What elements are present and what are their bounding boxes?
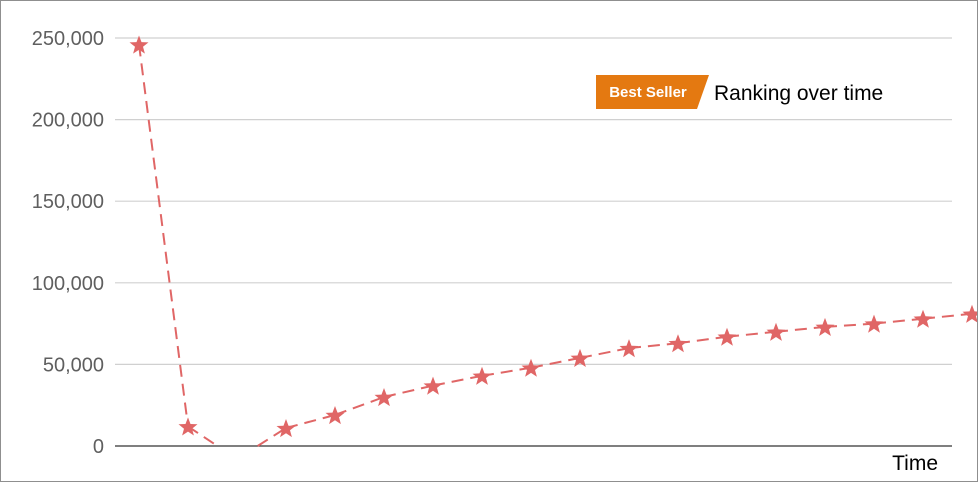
data-point-star — [325, 406, 345, 425]
data-point-star — [178, 417, 198, 436]
series-markers — [129, 35, 977, 438]
legend: Best Seller Ranking over time — [596, 75, 883, 109]
legend-label: Ranking over time — [714, 82, 883, 105]
data-point-star — [276, 419, 296, 438]
data-point-star — [619, 339, 639, 358]
y-tick-label: 0 — [93, 436, 104, 458]
y-tick-label: 50,000 — [43, 354, 104, 376]
data-point-star — [472, 366, 492, 385]
best-seller-badge — [596, 75, 709, 109]
data-point-star — [815, 317, 835, 336]
gridlines — [115, 37, 952, 365]
data-point-star — [962, 304, 977, 323]
data-point-star — [570, 348, 590, 367]
x-axis-title: Time — [892, 452, 938, 475]
data-point-star — [521, 358, 541, 377]
y-tick-label: 250,000 — [32, 28, 104, 50]
y-axis-ticks: 0 50,000 100,000 150,000 200,000 250,000 — [32, 28, 104, 458]
best-seller-badge-label: Best Seller — [609, 84, 687, 101]
data-point-star — [717, 327, 737, 346]
series-ranking — [138, 44, 973, 447]
data-point-star — [913, 309, 933, 328]
data-point-star — [668, 334, 688, 353]
y-tick-label: 100,000 — [32, 273, 104, 295]
y-tick-label: 200,000 — [32, 110, 104, 132]
series-line — [138, 44, 973, 447]
data-point-star — [129, 35, 149, 54]
data-point-star — [374, 388, 394, 407]
data-point-star — [766, 322, 786, 341]
data-point-star — [864, 314, 884, 333]
y-tick-label: 150,000 — [32, 191, 104, 213]
data-point-star — [423, 376, 443, 395]
